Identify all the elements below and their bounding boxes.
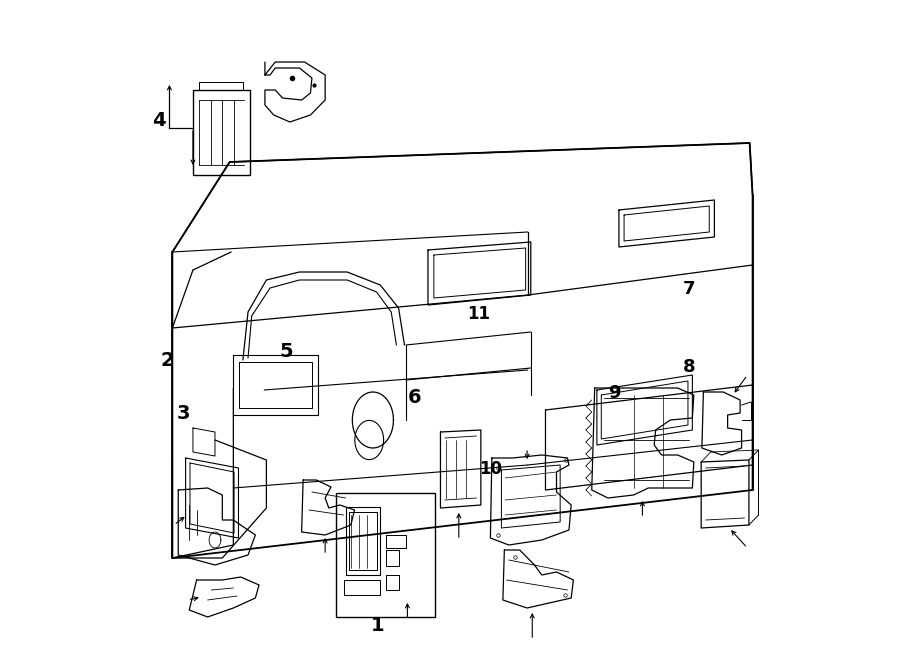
- Text: 5: 5: [280, 342, 293, 361]
- Text: 2: 2: [161, 351, 175, 369]
- Text: 8: 8: [683, 358, 696, 376]
- Text: 10: 10: [480, 460, 502, 479]
- Text: 1: 1: [371, 617, 384, 635]
- Text: 3: 3: [177, 404, 191, 422]
- Text: 7: 7: [683, 280, 696, 298]
- Bar: [337, 493, 436, 617]
- Text: 4: 4: [152, 111, 166, 130]
- Text: 6: 6: [409, 389, 422, 407]
- Text: 11: 11: [467, 305, 490, 323]
- Text: 9: 9: [608, 384, 620, 403]
